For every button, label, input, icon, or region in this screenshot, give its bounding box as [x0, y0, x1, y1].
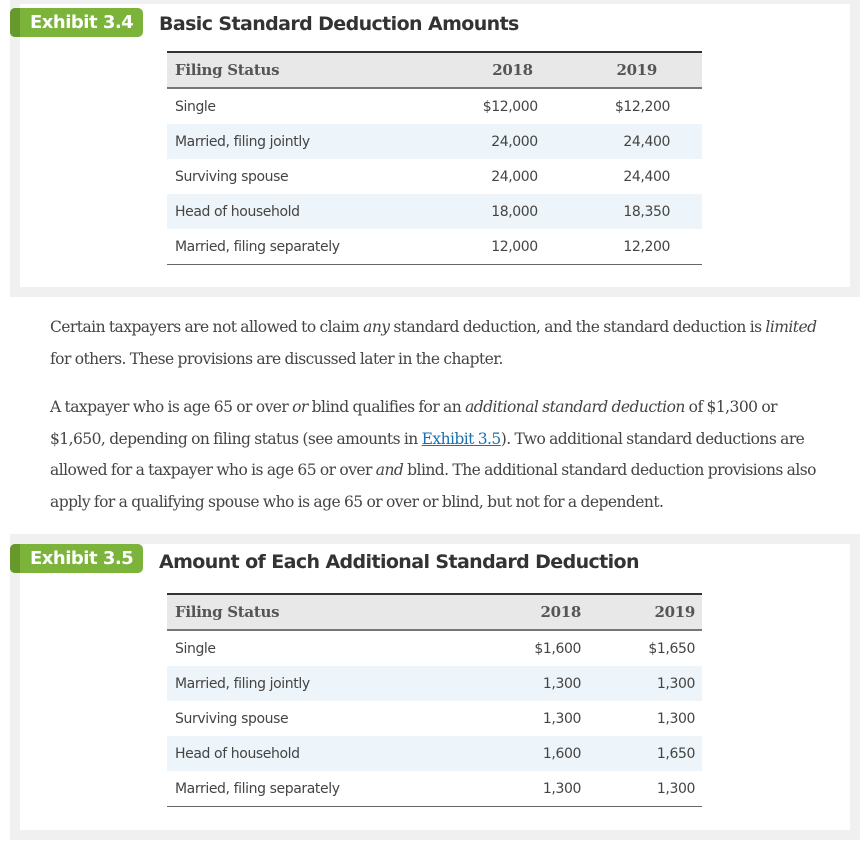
filing-status-cell: Single	[175, 98, 216, 115]
amount-2018-cell: 12,000	[491, 238, 538, 255]
exhibit-3-5-link[interactable]: Exhibit 3.5	[421, 429, 502, 448]
amount-2019-cell: 1,300	[656, 710, 695, 727]
table-row: Married, filing jointly 1,300 1,300	[167, 666, 702, 701]
table-header-row: Filing Status 2018 2019	[167, 52, 702, 88]
column-header-2018: 2018	[540, 603, 581, 621]
amount-2019-cell: 1,300	[656, 675, 695, 692]
table-row: Head of household 18,000 18,350	[167, 194, 702, 229]
exhibit-body: Exhibit 3.5 Amount of Each Additional St…	[10, 544, 850, 830]
filing-status-cell: Married, filing jointly	[175, 675, 310, 692]
amount-2018-cell: $1,600	[534, 640, 581, 657]
text-run: of $1,300 or $1,650, depending on filing…	[50, 398, 778, 448]
emphasis-and: and	[375, 461, 404, 479]
amount-2018-cell: $12,000	[482, 98, 538, 115]
column-header-2018: 2018	[492, 61, 533, 79]
text-run: standard deduction, and the standard ded…	[389, 318, 766, 336]
amount-2018-cell: 24,000	[491, 133, 538, 150]
filing-status-cell: Married, filing separately	[175, 780, 340, 797]
paragraph-additional-deduction: A taxpayer who is age 65 or over or blin…	[50, 392, 830, 518]
column-header-2019: 2019	[654, 603, 695, 621]
column-header-filing-status: Filing Status	[175, 61, 280, 79]
emphasis-any: any	[363, 318, 390, 336]
table-row: Single $1,600 $1,650	[167, 630, 702, 666]
amount-2018-cell: 1,600	[542, 745, 581, 762]
exhibit-title: Basic Standard Deduction Amounts	[159, 13, 519, 35]
exhibit-3-5: Exhibit 3.5 Amount of Each Additional St…	[10, 534, 860, 840]
amount-2018-cell: 1,300	[542, 780, 581, 797]
filing-status-cell: Married, filing separately	[175, 238, 340, 255]
table-row: Married, filing separately 1,300 1,300	[167, 771, 702, 807]
amount-2019-cell: 18,350	[623, 203, 670, 220]
exhibit-body: Exhibit 3.4 Basic Standard Deduction Amo…	[10, 4, 850, 287]
filing-status-cell: Head of household	[175, 745, 300, 762]
filing-status-cell: Head of household	[175, 203, 300, 220]
amount-2019-cell: $1,650	[648, 640, 695, 657]
amount-2019-cell: 24,400	[623, 133, 670, 150]
amount-2018-cell: 1,300	[542, 675, 581, 692]
exhibit-3-4: Exhibit 3.4 Basic Standard Deduction Amo…	[10, 0, 860, 297]
text-run: A taxpayer who is age 65 or over	[50, 398, 293, 416]
text-run: Certain taxpayers are not allowed to cla…	[50, 318, 364, 336]
amount-2019-cell: $12,200	[614, 98, 670, 115]
text-run: ). Two additional standard deductions ar…	[50, 429, 805, 480]
exhibit-label: Exhibit 3.4	[10, 8, 144, 37]
filing-status-cell: Surviving spouse	[175, 168, 289, 185]
exhibit-title: Amount of Each Additional Standard Deduc…	[159, 551, 640, 573]
table-row: Surviving spouse 24,000 24,400	[167, 159, 702, 194]
table-row: Married, filing separately 12,000 12,200	[167, 229, 702, 265]
table-header-row: Filing Status 2018 2019	[167, 594, 702, 630]
filing-status-cell: Married, filing jointly	[175, 133, 310, 150]
column-header-2019: 2019	[616, 61, 657, 79]
filing-status-cell: Single	[175, 640, 216, 657]
additional-deduction-table: Filing Status 2018 2019 Single $1,600 $1…	[167, 593, 702, 807]
text-run: blind. The additional standard deduction…	[50, 461, 817, 511]
table-row: Surviving spouse 1,300 1,300	[167, 701, 702, 736]
text-run: for others. These provisions are discuss…	[50, 349, 503, 368]
amount-2019-cell: 24,400	[623, 168, 670, 185]
amount-2018-cell: 24,000	[491, 168, 538, 185]
amount-2019-cell: 1,300	[656, 780, 695, 797]
text-run: blind qualifies for an	[307, 398, 466, 416]
amount-2019-cell: 1,650	[656, 745, 695, 762]
exhibit-label: Exhibit 3.5	[10, 544, 144, 573]
amount-2018-cell: 18,000	[491, 203, 538, 220]
amount-2019-cell: 12,200	[623, 238, 670, 255]
table-row: Married, filing jointly 24,000 24,400	[167, 124, 702, 159]
emphasis-limited: limited	[765, 318, 817, 336]
column-header-filing-status: Filing Status	[175, 603, 280, 621]
emphasis-additional-standard-deduction: additional standard deduction	[465, 398, 685, 416]
amount-2018-cell: 1,300	[542, 710, 581, 727]
table-row: Head of household 1,600 1,650	[167, 736, 702, 771]
table-row: Single $12,000 $12,200	[167, 88, 702, 124]
paragraph-standard-deduction-limits: Certain taxpayers are not allowed to cla…	[50, 312, 830, 375]
emphasis-or: or	[292, 398, 308, 416]
filing-status-cell: Surviving spouse	[175, 710, 289, 727]
deduction-table: Filing Status 2018 2019 Single $12,000 $…	[167, 51, 702, 265]
